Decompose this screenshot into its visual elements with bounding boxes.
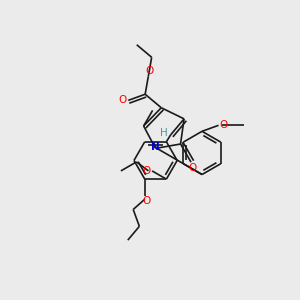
Text: O: O	[188, 163, 197, 172]
Text: H: H	[160, 128, 168, 138]
Text: N: N	[151, 142, 160, 152]
Text: O: O	[142, 196, 150, 206]
Text: O: O	[119, 95, 127, 105]
Text: O: O	[142, 166, 151, 176]
Text: O: O	[220, 120, 228, 130]
Text: O: O	[146, 66, 154, 76]
